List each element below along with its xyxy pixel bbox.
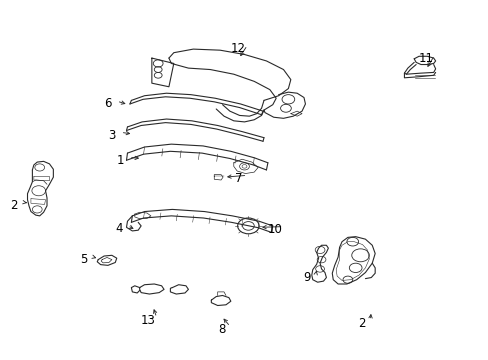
Text: 2: 2: [11, 199, 18, 212]
Text: 13: 13: [140, 314, 155, 327]
Text: 7: 7: [234, 172, 242, 185]
Text: 12: 12: [231, 41, 245, 54]
Text: 10: 10: [267, 223, 282, 236]
Text: 9: 9: [303, 271, 310, 284]
Text: 1: 1: [116, 154, 123, 167]
Text: 8: 8: [218, 323, 225, 336]
Text: 3: 3: [108, 129, 115, 142]
Text: 6: 6: [104, 98, 111, 111]
Text: 2: 2: [357, 317, 365, 330]
Text: 11: 11: [418, 51, 432, 64]
Text: 4: 4: [115, 222, 122, 235]
Text: 5: 5: [80, 253, 87, 266]
